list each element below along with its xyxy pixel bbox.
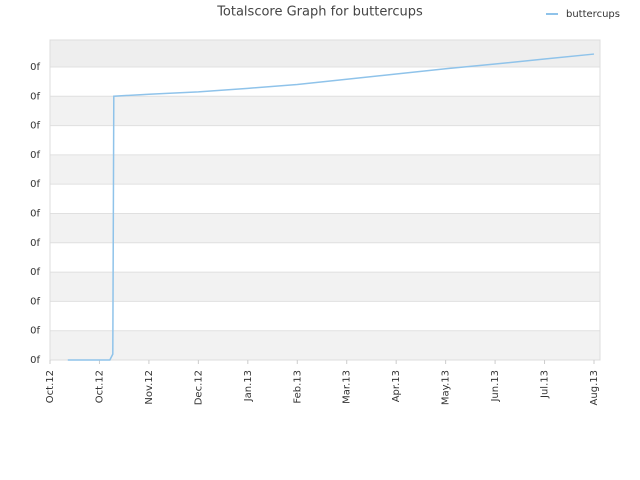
legend-label: buttercups bbox=[566, 9, 620, 20]
band bbox=[50, 125, 600, 155]
x-tick-label: Aug.13 bbox=[589, 370, 600, 405]
x-tick-label: Jan.13 bbox=[243, 370, 254, 402]
x-tick-label: Dec.12 bbox=[193, 370, 204, 405]
x-tick-label: Nov.12 bbox=[144, 370, 155, 405]
y-tick-label: 0f bbox=[30, 296, 40, 307]
y-tick-label: 0f bbox=[30, 121, 40, 132]
y-tick-label: 0f bbox=[30, 62, 40, 73]
x-tick-label: Feb.13 bbox=[292, 370, 303, 404]
band bbox=[50, 330, 600, 360]
y-tick-label: 0f bbox=[30, 150, 40, 161]
band bbox=[50, 96, 600, 126]
x-tick-label: Mar.13 bbox=[342, 370, 353, 404]
y-tick-label: 0f bbox=[30, 208, 40, 219]
series-line bbox=[67, 53, 595, 361]
y-tick-label: 0f bbox=[30, 355, 40, 366]
x-tick-label: May.13 bbox=[441, 370, 452, 405]
band bbox=[50, 301, 600, 331]
band bbox=[50, 242, 600, 273]
x-tick-label: Jun.13 bbox=[490, 370, 501, 403]
band bbox=[50, 40, 600, 67]
band bbox=[50, 154, 600, 185]
band bbox=[50, 184, 600, 214]
band bbox=[50, 272, 600, 302]
plot-border bbox=[49, 39, 601, 361]
y-tick-label: 0f bbox=[30, 326, 40, 337]
x-tick-label: Jul.13 bbox=[540, 370, 551, 399]
chart-title: Totalscore Graph for buttercups bbox=[216, 5, 423, 20]
y-tick-label: 0f bbox=[30, 91, 40, 102]
x-tick-label: Apr.13 bbox=[391, 370, 402, 402]
y-tick-label: 0f bbox=[30, 238, 40, 249]
y-tick-label: 0f bbox=[30, 267, 40, 278]
band bbox=[50, 213, 600, 243]
x-tick-label: Oct.12 bbox=[45, 370, 56, 403]
y-tick-label: 0f bbox=[30, 179, 40, 190]
x-tick-label: Oct.12 bbox=[94, 370, 105, 403]
